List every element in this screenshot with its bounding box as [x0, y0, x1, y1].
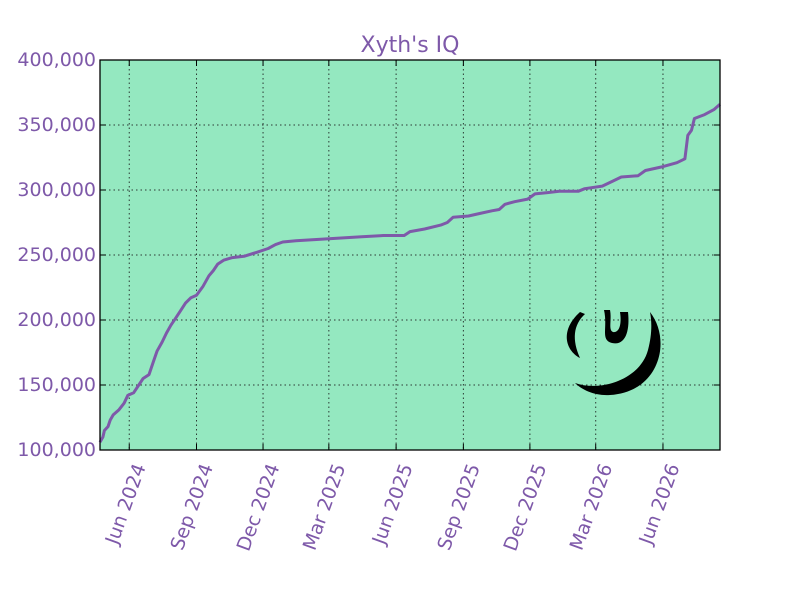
- y-tick-label: 100,000: [17, 439, 96, 461]
- x-tick-label: Sep 2024: [166, 461, 218, 553]
- y-tick-label: 200,000: [17, 309, 96, 331]
- y-tick-label: 300,000: [17, 179, 96, 201]
- y-tick-label: 400,000: [17, 49, 96, 71]
- grid: [100, 60, 720, 450]
- x-tick-label: Dec 2024: [233, 461, 285, 554]
- plot-frame: [99, 59, 721, 451]
- x-tick-label: Jun 2025: [368, 461, 418, 548]
- x-tick-label: Mar 2026: [566, 461, 618, 553]
- y-tick-label: 250,000: [17, 244, 96, 266]
- y-axis: 100,000 150,000 200,000 250,000 300,000 350,0…: [17, 49, 720, 461]
- x-tick-label: Jun 2026: [635, 461, 685, 548]
- x-tick-label: Dec 2025: [500, 461, 552, 554]
- series-line: [98, 103, 722, 443]
- x-tick-label: Mar 2025: [299, 461, 351, 553]
- y-tick-label: 350,000: [17, 114, 96, 136]
- chart-title: Xyth's IQ: [361, 33, 460, 58]
- y-tick-label: 150,000: [17, 374, 96, 396]
- x-tick-label: Sep 2025: [433, 461, 485, 553]
- x-tick-label: Jun 2024: [101, 461, 151, 548]
- spiral-logo-icon: [566, 310, 661, 396]
